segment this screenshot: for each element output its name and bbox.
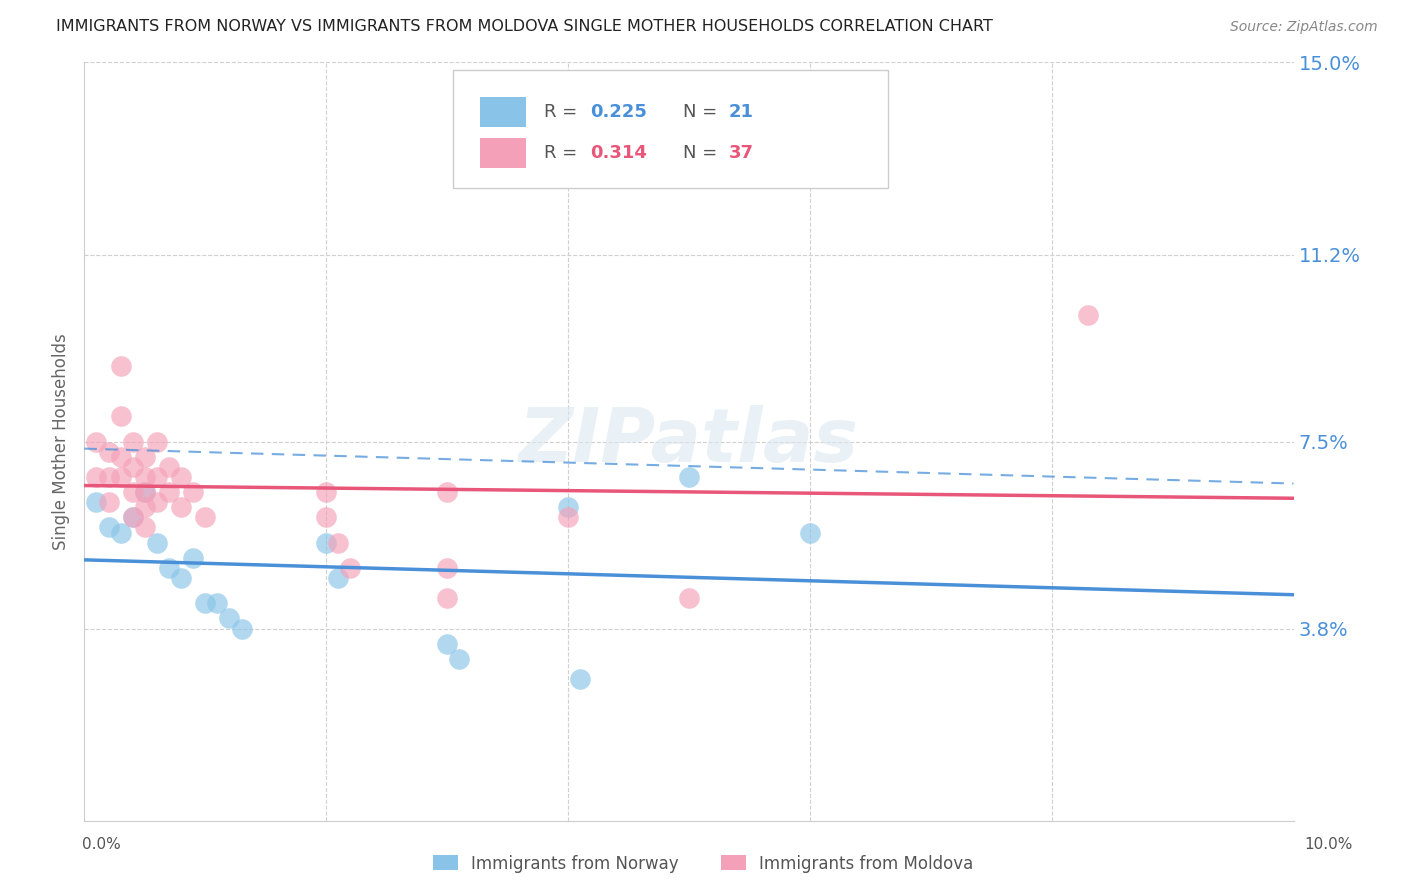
Text: N =: N = (683, 144, 723, 161)
Point (134, 450, 156, 464)
Point (121, 434, 143, 449)
Point (134, 500, 156, 515)
Text: 21: 21 (728, 103, 754, 121)
Point (86, 470, 108, 484)
Point (157, 485, 180, 500)
Point (146, 470, 169, 484)
Point (328, 571, 350, 585)
Point (146, 434, 169, 449)
Point (170, 571, 193, 585)
Legend: Immigrants from Norway, Immigrants from Moldova: Immigrants from Norway, Immigrants from … (426, 848, 980, 880)
Text: 0.225: 0.225 (589, 103, 647, 121)
Point (86, 495, 108, 509)
Point (557, 500, 579, 515)
Point (134, 485, 156, 500)
Point (157, 459, 180, 474)
Point (146, 495, 169, 509)
Text: R =: R = (544, 103, 583, 121)
Text: R =: R = (544, 144, 583, 161)
Point (121, 485, 143, 500)
Text: IMMIGRANTS FROM NORWAY VS IMMIGRANTS FROM MOLDOVA SINGLE MOTHER HOUSEHOLDS CORRE: IMMIGRANTS FROM NORWAY VS IMMIGRANTS FRO… (56, 20, 993, 34)
Point (121, 510, 143, 524)
Point (121, 459, 143, 474)
Text: 0.0%: 0.0% (82, 838, 121, 852)
Point (181, 550, 204, 565)
Point (449, 652, 471, 666)
Point (110, 525, 132, 540)
Text: Source: ZipAtlas.com: Source: ZipAtlas.com (1230, 21, 1378, 34)
Point (218, 611, 240, 625)
Point (436, 485, 458, 500)
Point (110, 409, 132, 424)
FancyBboxPatch shape (453, 70, 889, 187)
Point (678, 470, 700, 484)
Text: N =: N = (683, 103, 723, 121)
Point (110, 470, 132, 484)
Point (315, 510, 337, 524)
FancyBboxPatch shape (479, 96, 526, 127)
Point (569, 672, 592, 686)
Point (86, 434, 108, 449)
Point (678, 591, 700, 606)
Point (97, 444, 120, 458)
Point (97, 520, 120, 534)
Point (97, 495, 120, 509)
Point (436, 637, 458, 651)
Point (134, 520, 156, 534)
Point (121, 510, 143, 524)
Point (134, 470, 156, 484)
Point (436, 591, 458, 606)
Point (315, 485, 337, 500)
Point (799, 525, 821, 540)
Point (315, 535, 337, 549)
Point (328, 535, 350, 549)
Point (194, 510, 217, 524)
Point (231, 622, 253, 636)
Y-axis label: Single Mother Households: Single Mother Households (52, 334, 70, 549)
Point (146, 535, 169, 549)
Point (1077, 308, 1099, 322)
FancyBboxPatch shape (479, 137, 526, 168)
Text: 37: 37 (728, 144, 754, 161)
Point (170, 500, 193, 515)
Text: ZIPatlas: ZIPatlas (519, 405, 859, 478)
Point (170, 470, 193, 484)
Text: 10.0%: 10.0% (1305, 838, 1353, 852)
Point (157, 561, 180, 575)
Point (339, 561, 361, 575)
Point (436, 561, 458, 575)
Text: 0.314: 0.314 (589, 144, 647, 161)
Point (110, 359, 132, 373)
Point (207, 596, 229, 610)
Point (97, 470, 120, 484)
Point (181, 485, 204, 500)
Point (134, 485, 156, 500)
Point (110, 450, 132, 464)
Point (557, 510, 579, 524)
Point (194, 596, 217, 610)
